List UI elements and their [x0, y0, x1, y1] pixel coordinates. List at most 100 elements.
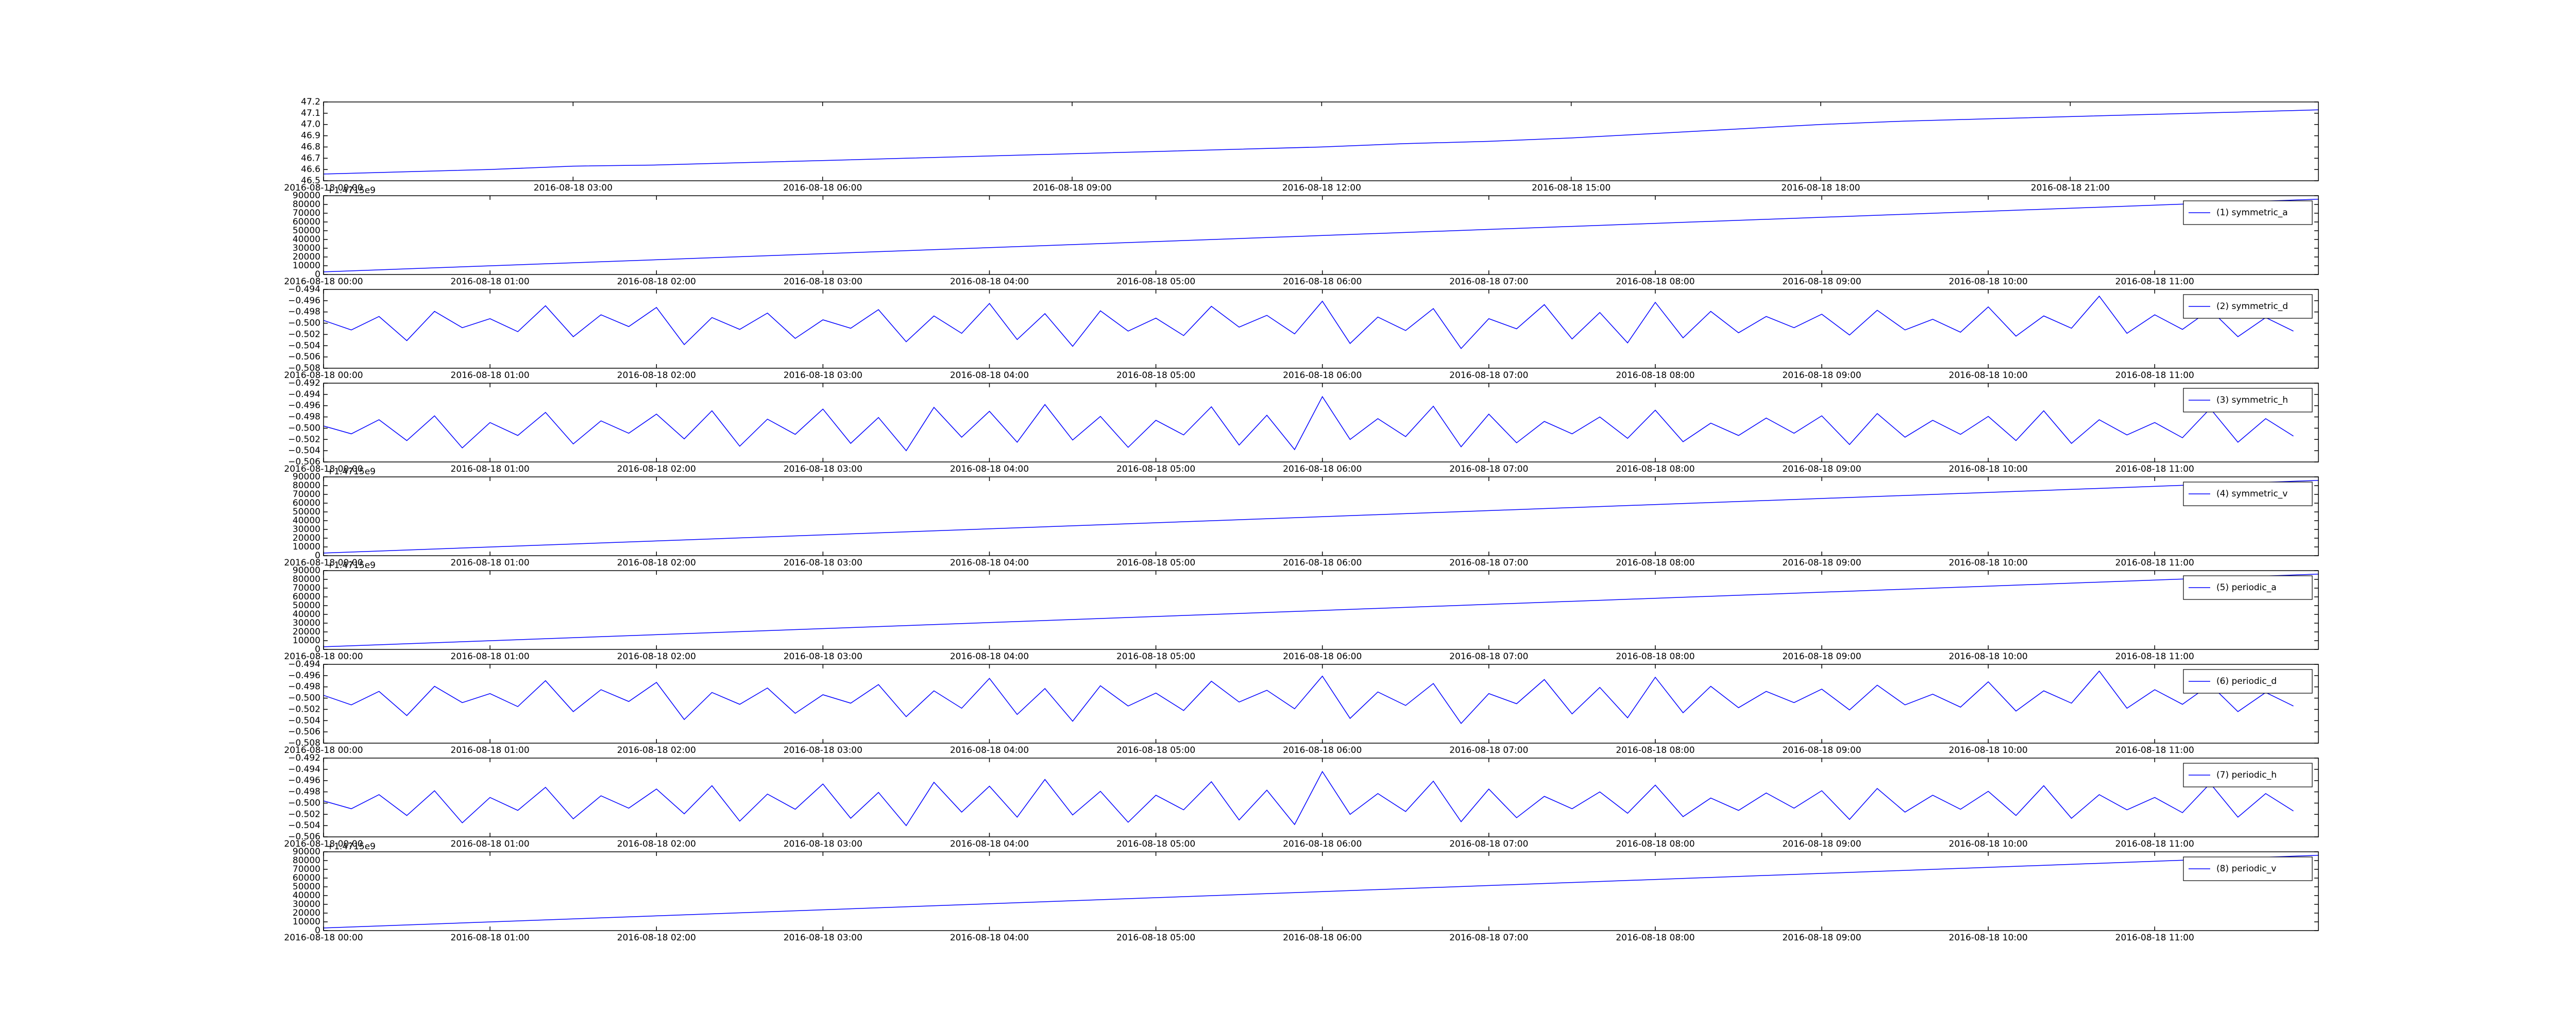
x-tick-label: 2016-08-18 02:00 [617, 839, 696, 849]
y-tick-label: −0.502 [288, 434, 320, 444]
plot-area [324, 571, 2318, 649]
x-tick-label: 2016-08-18 11:00 [2115, 277, 2194, 287]
x-tick-label: 2016-08-18 08:00 [1616, 745, 1694, 756]
y-tick-label: 20000 [293, 252, 320, 262]
x-tick-label: 2016-08-18 10:00 [1949, 651, 2028, 662]
legend-label: (7) periodic_h [2216, 770, 2277, 780]
x-tick-label: 2016-08-18 01:00 [451, 651, 530, 662]
plot-area [324, 758, 2318, 837]
x-tick-label: 2016-08-18 11:00 [2115, 464, 2194, 474]
plot-area [324, 383, 2318, 462]
x-tick-label: 2016-08-18 04:00 [950, 558, 1029, 568]
x-tick-label: 2016-08-18 09:00 [1782, 745, 1861, 756]
x-tick-label: 2016-08-18 06:00 [1283, 370, 1362, 381]
x-tick-label: 2016-08-18 11:00 [2115, 558, 2194, 568]
y-tick-label: 70000 [293, 864, 320, 874]
x-tick-label: 2016-08-18 09:00 [1032, 183, 1111, 193]
plot-area [324, 664, 2318, 743]
y-tick-label: 30000 [293, 524, 320, 535]
subplot: 0100002000030000400005000060000700008000… [284, 185, 2319, 287]
x-tick-label: 2016-08-18 02:00 [617, 558, 696, 568]
y-tick-label: −0.506 [288, 457, 320, 467]
x-tick-label: 2016-08-18 10:00 [1949, 745, 2028, 756]
series-line [323, 396, 2294, 452]
legend-label: (4) symmetric_v [2216, 489, 2287, 499]
y-tick-label: −0.498 [288, 412, 320, 422]
subplot: 0100002000030000400005000060000700008000… [284, 842, 2319, 943]
y-tick-label: −0.500 [288, 693, 320, 703]
x-tick-label: 2016-08-18 11:00 [2115, 651, 2194, 662]
subplot: −0.508−0.506−0.504−0.502−0.500−0.498−0.4… [284, 284, 2319, 381]
subplot: −0.508−0.506−0.504−0.502−0.500−0.498−0.4… [284, 659, 2319, 756]
axes-frame [323, 289, 2319, 369]
y-tick-label: −0.496 [288, 776, 320, 786]
x-tick-label: 2016-08-18 07:00 [1449, 745, 1528, 756]
x-tick-label: 2016-08-18 01:00 [451, 839, 530, 849]
x-tick-label: 2016-08-18 02:00 [617, 277, 696, 287]
y-tick-label: 30000 [293, 618, 320, 628]
y-tick-label: 60000 [293, 873, 320, 883]
y-tick-label: −0.498 [288, 307, 320, 317]
y-tick-label: 0 [315, 269, 320, 280]
y-tick-label: 80000 [293, 480, 320, 491]
x-tick-label: 2016-08-18 05:00 [1116, 277, 1195, 287]
y-tick-label: 50000 [293, 507, 320, 517]
y-tick-label: −0.494 [288, 389, 320, 400]
x-tick-label: 2016-08-18 00:00 [284, 933, 363, 943]
y-tick-label: 40000 [293, 516, 320, 526]
axes-frame [323, 101, 2319, 181]
subplot: 0100002000030000400005000060000700008000… [284, 560, 2319, 662]
y-tick-label: 90000 [293, 472, 320, 482]
x-tick-label: 2016-08-18 04:00 [950, 370, 1029, 381]
x-tick-label: 2016-08-18 05:00 [1116, 558, 1195, 568]
x-tick-label: 2016-08-18 01:00 [451, 933, 530, 943]
y-tick-label: 46.9 [301, 131, 320, 141]
y-tick-label: 90000 [293, 847, 320, 857]
x-tick-label: 2016-08-18 15:00 [1532, 183, 1611, 193]
offset-text: +1.4715e9 [327, 560, 376, 571]
y-tick-label: −0.498 [288, 787, 320, 797]
subplot: −0.506−0.504−0.502−0.500−0.498−0.496−0.4… [284, 378, 2319, 474]
x-tick-label: 2016-08-18 04:00 [950, 839, 1029, 849]
y-tick-label: 47.1 [301, 108, 320, 118]
plot-area [324, 102, 2318, 181]
y-tick-label: 0 [315, 925, 320, 936]
x-tick-label: 2016-08-18 08:00 [1616, 651, 1694, 662]
x-tick-label: 2016-08-18 11:00 [2115, 745, 2194, 756]
x-tick-label: 2016-08-18 08:00 [1616, 277, 1694, 287]
y-tick-label: 80000 [293, 574, 320, 585]
y-tick-label: −0.504 [288, 820, 320, 831]
y-tick-label: −0.508 [288, 363, 320, 373]
x-tick-label: 2016-08-18 03:00 [784, 839, 862, 849]
y-tick-label: 40000 [293, 234, 320, 245]
x-tick-label: 2016-08-18 01:00 [451, 558, 530, 568]
x-tick-label: 2016-08-18 02:00 [617, 651, 696, 662]
y-tick-label: 20000 [293, 908, 320, 918]
y-tick-label: 46.6 [301, 164, 320, 175]
x-tick-label: 2016-08-18 00:00 [284, 183, 363, 193]
y-tick-label: 0 [315, 551, 320, 561]
x-tick-label: 2016-08-18 06:00 [1283, 558, 1362, 568]
y-tick-label: 30000 [293, 899, 320, 909]
y-tick-label: −0.494 [288, 764, 320, 775]
y-tick-label: 47.0 [301, 119, 320, 130]
series-line [323, 109, 2319, 175]
offset-text: +1.4715e9 [327, 185, 376, 196]
x-tick-label: 2016-08-18 09:00 [1782, 464, 1861, 474]
y-tick-label: 50000 [293, 226, 320, 236]
y-tick-label: −0.500 [288, 318, 320, 329]
x-tick-label: 2016-08-18 06:00 [1283, 839, 1362, 849]
series-line [323, 480, 2319, 554]
x-tick-label: 2016-08-18 05:00 [1116, 745, 1195, 756]
x-tick-label: 2016-08-18 04:00 [950, 651, 1029, 662]
x-tick-label: 2016-08-18 08:00 [1616, 370, 1694, 381]
x-tick-label: 2016-08-18 00:00 [284, 651, 363, 662]
y-tick-label: −0.492 [288, 753, 320, 763]
x-tick-label: 2016-08-18 04:00 [950, 277, 1029, 287]
y-tick-label: 80000 [293, 855, 320, 866]
y-tick-label: 10000 [293, 261, 320, 271]
y-tick-label: 40000 [293, 890, 320, 901]
x-tick-label: 2016-08-18 01:00 [451, 277, 530, 287]
x-tick-label: 2016-08-18 05:00 [1116, 370, 1195, 381]
